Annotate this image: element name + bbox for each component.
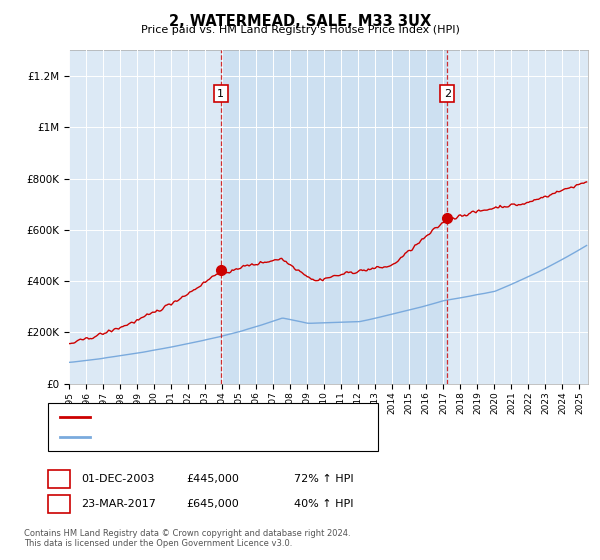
Text: This data is licensed under the Open Government Licence v3.0.: This data is licensed under the Open Gov…: [24, 539, 292, 548]
Text: £445,000: £445,000: [186, 474, 239, 484]
Text: 2: 2: [444, 88, 451, 99]
Text: 2: 2: [55, 499, 62, 509]
Bar: [221, 50, 447, 384]
Text: HPI: Average price, detached house, Trafford: HPI: Average price, detached house, Traf…: [96, 432, 329, 442]
Text: 1: 1: [55, 474, 62, 484]
Text: Price paid vs. HM Land Registry's House Price Index (HPI): Price paid vs. HM Land Registry's House …: [140, 25, 460, 35]
Text: 1: 1: [217, 88, 224, 99]
Text: 2, WATERMEAD, SALE, M33 3UX (detached house): 2, WATERMEAD, SALE, M33 3UX (detached ho…: [96, 412, 356, 422]
Text: 01-DEC-2003: 01-DEC-2003: [81, 474, 154, 484]
Text: £645,000: £645,000: [186, 499, 239, 509]
Text: Contains HM Land Registry data © Crown copyright and database right 2024.: Contains HM Land Registry data © Crown c…: [24, 529, 350, 538]
Text: 72% ↑ HPI: 72% ↑ HPI: [294, 474, 353, 484]
Text: 2, WATERMEAD, SALE, M33 3UX: 2, WATERMEAD, SALE, M33 3UX: [169, 14, 431, 29]
Text: 40% ↑ HPI: 40% ↑ HPI: [294, 499, 353, 509]
Text: 23-MAR-2017: 23-MAR-2017: [81, 499, 156, 509]
